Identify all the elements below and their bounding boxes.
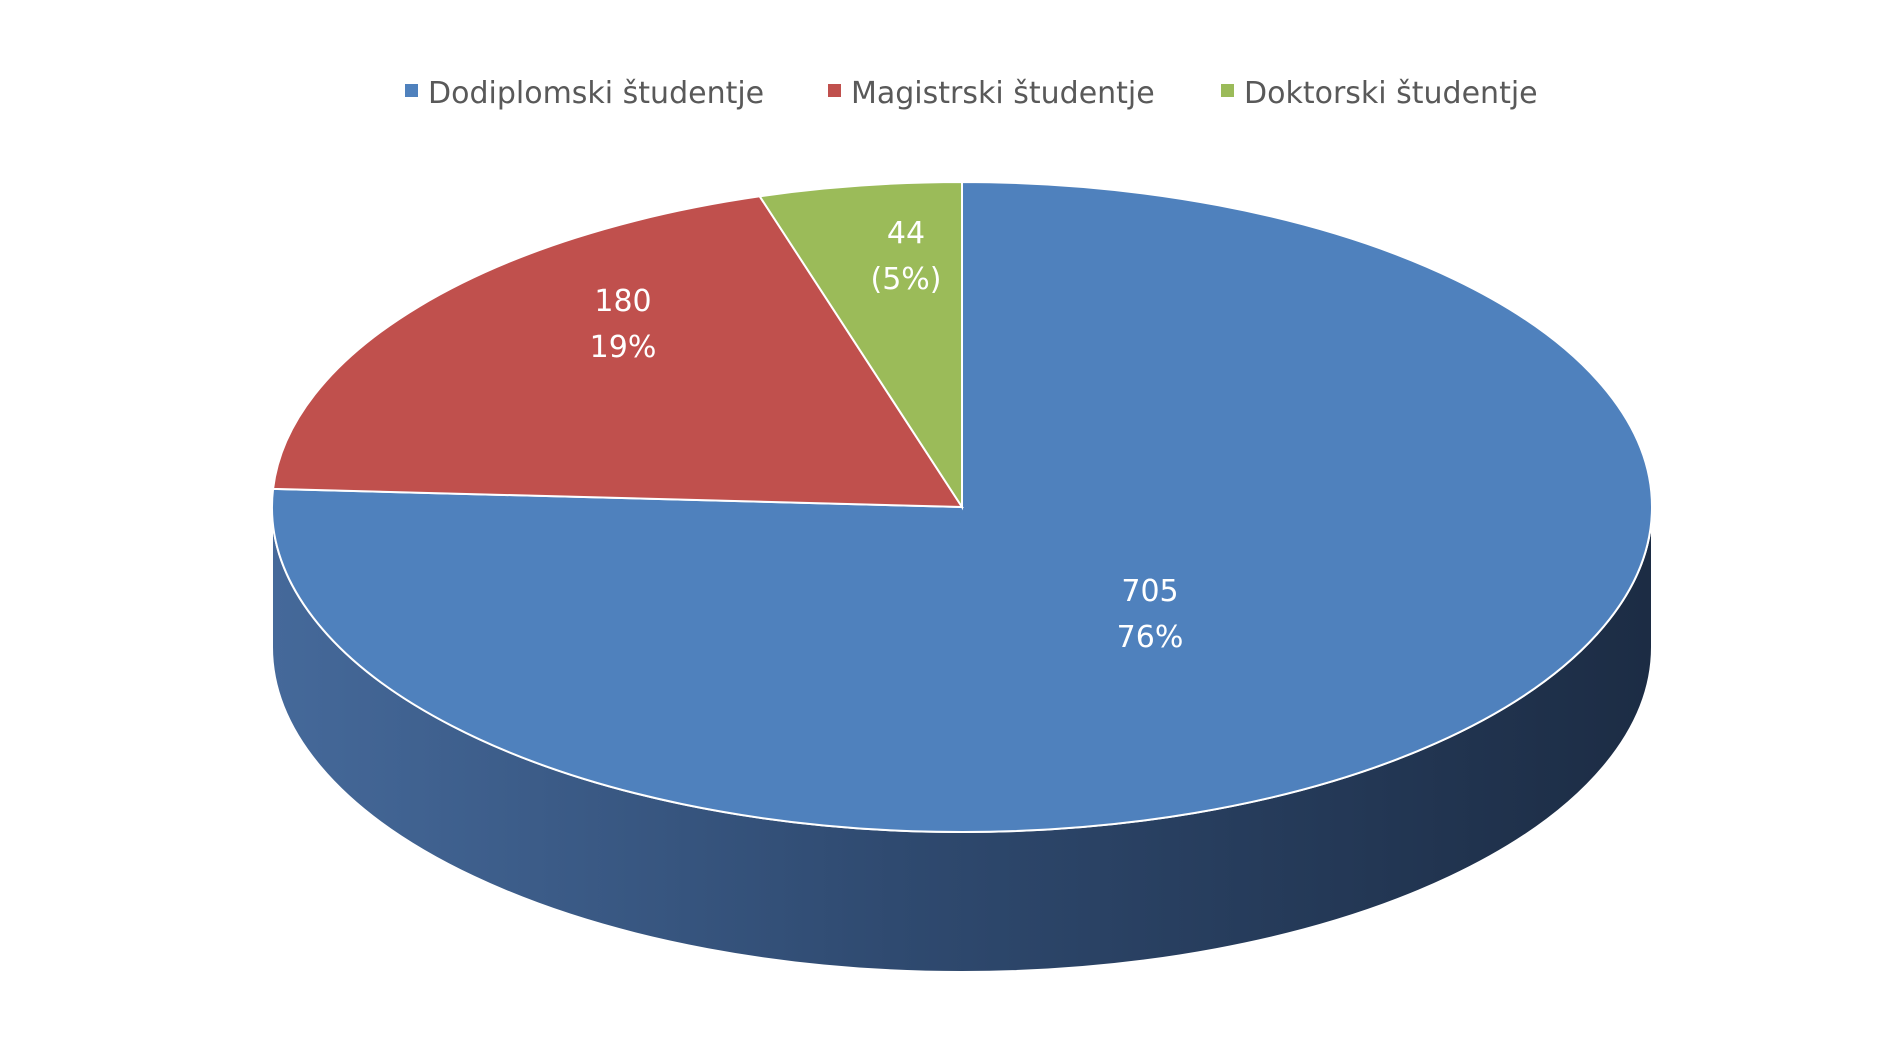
percent-label-dodiplomski: 76% bbox=[1117, 620, 1184, 655]
percent-label-doktorski: (5%) bbox=[870, 262, 941, 297]
legend-swatch-doktorski bbox=[1221, 84, 1234, 97]
data-label-magistrski: 180 19% bbox=[590, 284, 657, 365]
legend-item-doktorski: Doktorski študentje bbox=[1221, 76, 1538, 111]
value-label-magistrski: 180 bbox=[594, 284, 651, 319]
percent-label-magistrski: 19% bbox=[590, 330, 657, 365]
slice-magistrski bbox=[271, 195, 964, 509]
chart-legend: Dodiplomski študentje Magistrski študent… bbox=[405, 76, 1538, 111]
legend-label-doktorski: Doktorski študentje bbox=[1244, 76, 1538, 111]
data-label-dodiplomski: 705 76% bbox=[1117, 574, 1184, 655]
slice-dodiplomski bbox=[271, 180, 1653, 833]
value-label-doktorski: 44 bbox=[887, 216, 925, 251]
legend-swatch-dodiplomski bbox=[405, 84, 418, 97]
legend-item-magistrski: Magistrski študentje bbox=[828, 76, 1155, 111]
legend-label-magistrski: Magistrski študentje bbox=[851, 76, 1155, 111]
data-label-doktorski: 44 (5%) bbox=[870, 216, 941, 297]
legend-label-dodiplomski: Dodiplomski študentje bbox=[428, 76, 764, 111]
value-label-dodiplomski: 705 bbox=[1121, 574, 1178, 609]
legend-item-dodiplomski: Dodiplomski študentje bbox=[405, 76, 764, 111]
legend-swatch-magistrski bbox=[828, 84, 841, 97]
slice-doktorski bbox=[757, 180, 963, 511]
